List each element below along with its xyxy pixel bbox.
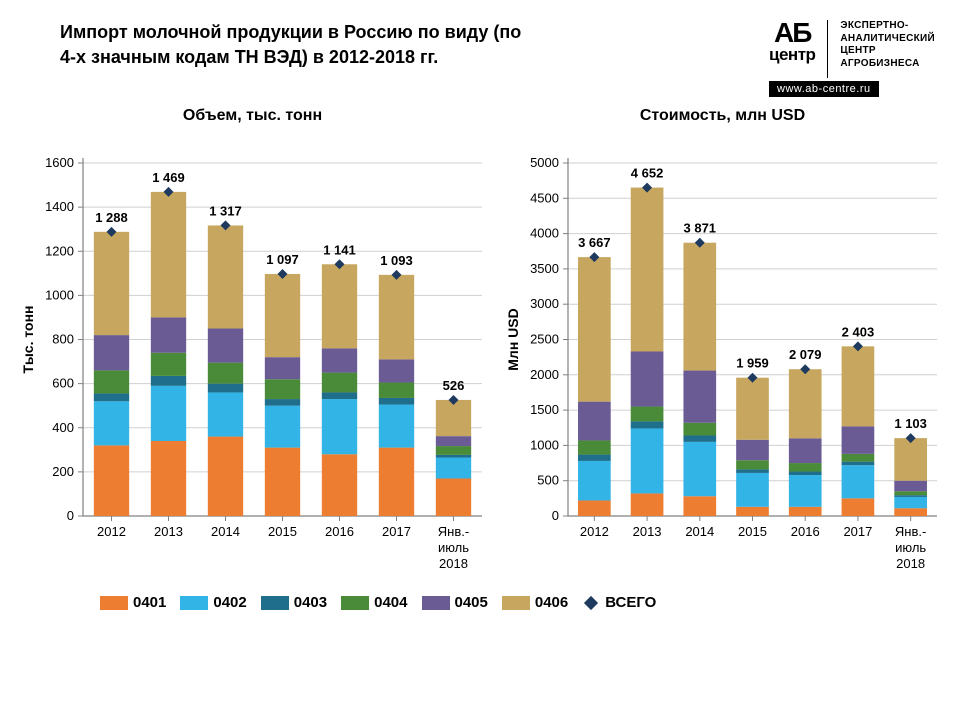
svg-text:3 667: 3 667	[578, 235, 611, 250]
svg-text:2500: 2500	[530, 332, 559, 347]
svg-text:1 288: 1 288	[95, 210, 128, 225]
diamond-icon	[584, 595, 598, 609]
legend: 0401 0402 0403 0404 0405 0406 ВСЕГО	[0, 588, 960, 611]
svg-text:0: 0	[552, 508, 559, 523]
svg-text:2017: 2017	[382, 524, 411, 539]
svg-text:1400: 1400	[45, 199, 74, 214]
svg-text:2018: 2018	[896, 556, 925, 571]
logo-line: ЭКСПЕРТНО-	[840, 20, 935, 33]
legend-swatch	[261, 596, 289, 610]
legend-swatch	[180, 596, 208, 610]
svg-text:1 141: 1 141	[323, 242, 356, 257]
svg-text:1 103: 1 103	[894, 416, 927, 431]
svg-text:2018: 2018	[439, 556, 468, 571]
chart-left-title: Объем, тыс. тонн	[183, 107, 322, 125]
svg-text:июль: июль	[438, 540, 469, 555]
svg-text:Млн USD: Млн USD	[505, 308, 521, 370]
svg-text:5000: 5000	[530, 155, 559, 170]
logo-line: АГРОБИЗНЕСА	[840, 58, 935, 71]
logo: АБ центр ЭКСПЕРТНО- АНАЛИТИЧЕСКИЙ ЦЕНТР …	[769, 20, 935, 97]
svg-text:400: 400	[52, 420, 74, 435]
svg-text:0: 0	[67, 508, 74, 523]
svg-text:Тыс. тонн: Тыс. тонн	[20, 305, 36, 373]
svg-text:2016: 2016	[791, 524, 820, 539]
legend-swatch	[502, 596, 530, 610]
legend-item: 0404	[341, 594, 407, 611]
legend-swatch	[422, 596, 450, 610]
svg-text:200: 200	[52, 464, 74, 479]
svg-text:4500: 4500	[530, 190, 559, 205]
logo-line: ЦЕНТР	[840, 45, 935, 58]
legend-swatch	[341, 596, 369, 610]
svg-text:2 079: 2 079	[789, 347, 822, 362]
svg-text:800: 800	[52, 332, 74, 347]
svg-text:1000: 1000	[45, 287, 74, 302]
svg-text:4 652: 4 652	[631, 166, 664, 181]
svg-text:4000: 4000	[530, 226, 559, 241]
svg-text:2013: 2013	[633, 524, 662, 539]
svg-text:500: 500	[537, 473, 559, 488]
svg-text:Янв.-: Янв.-	[438, 524, 469, 539]
legend-item: 0406	[502, 594, 568, 611]
svg-text:2015: 2015	[268, 524, 297, 539]
svg-text:1 959: 1 959	[736, 356, 769, 371]
page-title: Импорт молочной продукции в Россию по ви…	[60, 20, 540, 70]
svg-text:2017: 2017	[843, 524, 872, 539]
svg-text:1 093: 1 093	[380, 253, 413, 268]
svg-text:1 097: 1 097	[266, 252, 299, 267]
svg-text:1600: 1600	[45, 155, 74, 170]
legend-label: 0406	[535, 594, 568, 611]
svg-text:2014: 2014	[685, 524, 714, 539]
legend-item: 0402	[180, 594, 246, 611]
svg-text:2 403: 2 403	[842, 324, 875, 339]
volume-chart: 0 200 400 600 800 1000 1200 1400 1600 Тыс. тонн 20…	[15, 133, 490, 588]
svg-text:2013: 2013	[154, 524, 183, 539]
logo-url: www.ab-centre.ru	[769, 81, 879, 97]
legend-label: 0401	[133, 594, 166, 611]
legend-item: 0401	[100, 594, 166, 611]
svg-text:1200: 1200	[45, 243, 74, 258]
svg-text:июль: июль	[895, 540, 926, 555]
logo-ab-top: АБ	[769, 20, 815, 45]
svg-text:526: 526	[443, 378, 465, 393]
svg-text:2015: 2015	[738, 524, 767, 539]
svg-text:2014: 2014	[211, 524, 240, 539]
svg-text:1 317: 1 317	[209, 203, 242, 218]
legend-label: 0404	[374, 594, 407, 611]
chart-right-title: Стоимость, млн USD	[640, 107, 805, 125]
legend-label: 0402	[213, 594, 246, 611]
svg-text:3500: 3500	[530, 261, 559, 276]
svg-text:3 871: 3 871	[684, 221, 717, 236]
svg-text:2016: 2016	[325, 524, 354, 539]
svg-text:2012: 2012	[97, 524, 126, 539]
svg-text:1000: 1000	[530, 437, 559, 452]
svg-text:Янв.-: Янв.-	[895, 524, 926, 539]
legend-item-total: ВСЕГО	[582, 594, 656, 611]
svg-text:1500: 1500	[530, 402, 559, 417]
legend-label: ВСЕГО	[605, 594, 656, 611]
svg-text:2000: 2000	[530, 367, 559, 382]
legend-item: 0405	[422, 594, 488, 611]
logo-line: АНАЛИТИЧЕСКИЙ	[840, 33, 935, 46]
svg-text:2012: 2012	[580, 524, 609, 539]
svg-text:3000: 3000	[530, 296, 559, 311]
svg-text:1 469: 1 469	[152, 170, 185, 185]
legend-item: 0403	[261, 594, 327, 611]
logo-ab-bottom: центр	[769, 45, 815, 65]
legend-label: 0405	[455, 594, 488, 611]
svg-text:600: 600	[52, 376, 74, 391]
value-chart: 0 500 1000 1500 2000 2500 3000 3500 4000 4500 5000…	[500, 133, 945, 588]
legend-swatch	[100, 596, 128, 610]
legend-label: 0403	[294, 594, 327, 611]
